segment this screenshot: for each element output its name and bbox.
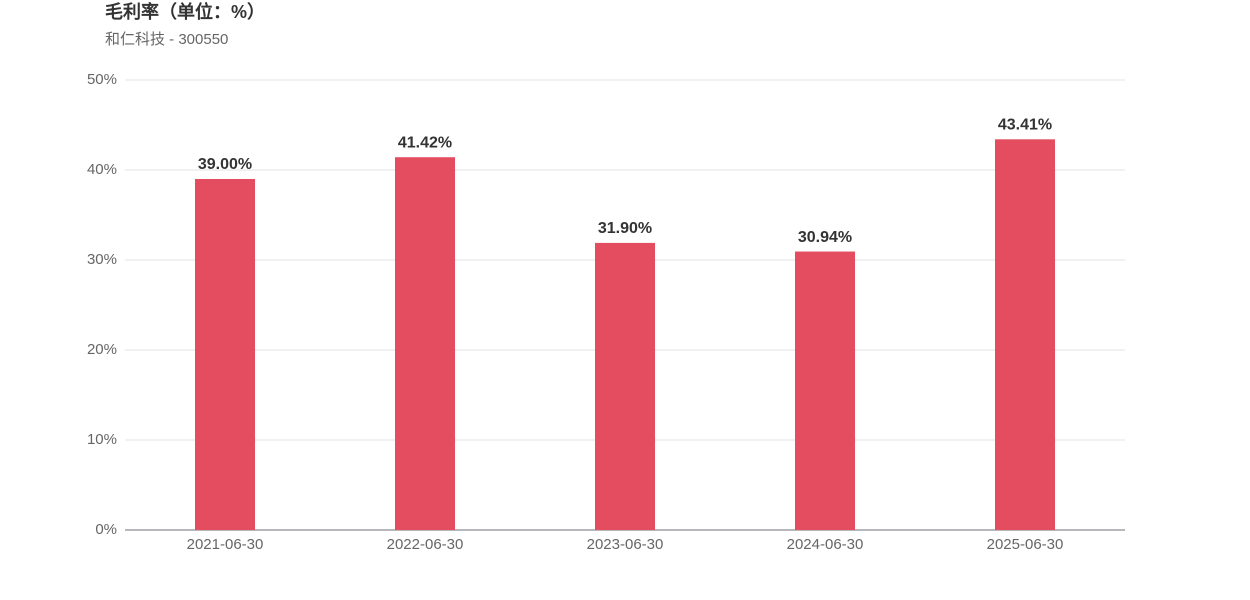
y-tick-label: 40% [87, 161, 117, 178]
y-tick-label: 30% [87, 251, 117, 268]
value-label: 43.41% [998, 117, 1052, 134]
chart-title: 毛利率（单位：%） [105, 1, 265, 22]
value-label: 41.42% [398, 134, 452, 151]
y-tick-label: 50% [87, 71, 117, 88]
y-tick-label: 10% [87, 431, 117, 448]
chart-subtitle: 和仁科技 - 300550 [105, 31, 228, 48]
value-label: 31.90% [598, 220, 652, 237]
bar [995, 139, 1055, 530]
x-tick-label: 2022-06-30 [387, 536, 464, 553]
y-tick-label: 0% [95, 521, 117, 538]
bar [395, 157, 455, 530]
x-tick-label: 2024-06-30 [787, 536, 864, 553]
value-label: 30.94% [798, 229, 852, 246]
y-tick-label: 20% [87, 341, 117, 358]
bar [195, 179, 255, 530]
x-tick-label: 2025-06-30 [987, 536, 1064, 553]
bar [795, 251, 855, 531]
x-tick-label: 2023-06-30 [587, 536, 664, 553]
x-tick-label: 2021-06-30 [187, 536, 264, 553]
value-label: 39.00% [198, 156, 252, 173]
bar [595, 242, 655, 530]
